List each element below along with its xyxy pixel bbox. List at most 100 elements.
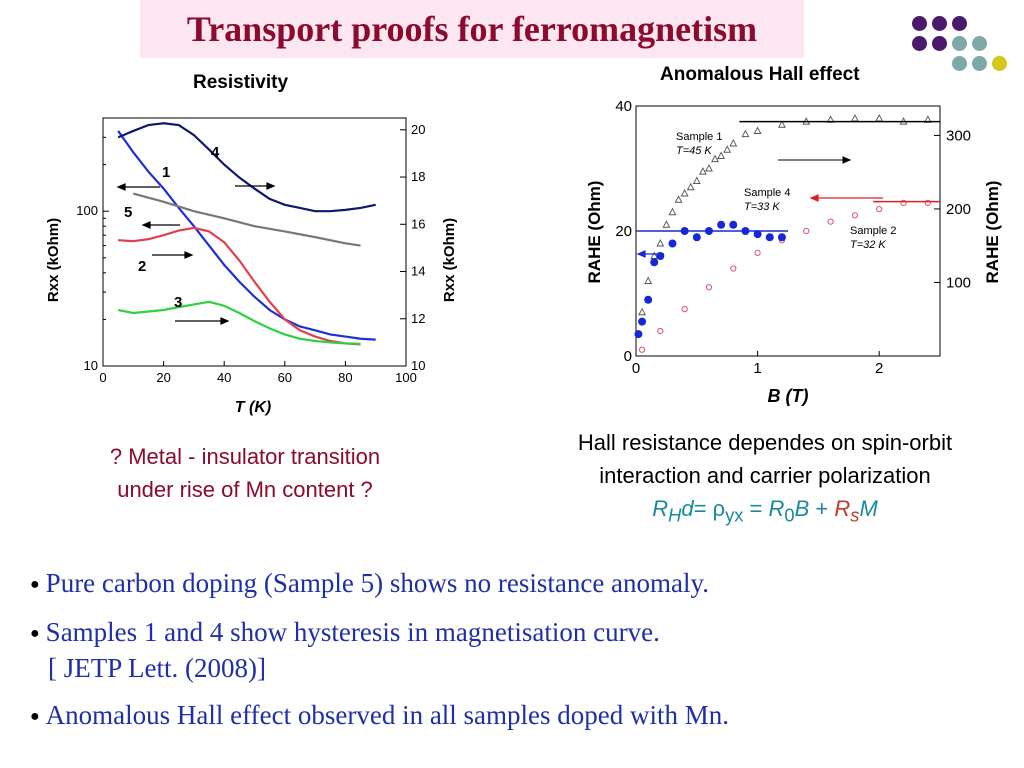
dot [952,36,967,51]
dot [932,16,947,31]
sample4-point [656,252,665,260]
sample1-point [753,126,762,134]
sample1-point [705,164,713,172]
ahe-caption-line1: Hall resistance dependes on spin-orbit [577,430,953,455]
arrowhead [636,250,646,258]
arrowhead [220,317,230,325]
series-line-1 [117,130,376,341]
formula-part: yx [725,504,744,526]
resistivity-label: Resistivity [193,72,289,93]
bullet-item: ● Samples 1 and 4 show hysteresis in magn… [30,615,1020,685]
y-right-tick-label: 10 [411,358,425,373]
sample1-point [638,307,647,316]
sample2-point [705,284,713,291]
sample1-point [686,182,695,191]
y-right-tick-label: 100 [946,274,971,291]
x-tick-label: 60 [278,370,292,385]
title-background [140,0,804,58]
formula-part: M [859,496,878,521]
x-tick-label: 100 [395,370,417,385]
hall-formula: RHd= ρyx = R0B + RsM [505,492,1024,531]
sample1-point [698,167,707,175]
formula-part: ρ [712,496,726,521]
dot [992,56,1007,71]
sample4-point [717,220,726,229]
dot [912,16,927,31]
series-line-5 [133,192,361,247]
x-tick-label: 20 [156,370,170,385]
formula-part: R [834,496,851,521]
decorative-dots [912,16,1022,76]
sample2-point [876,206,883,213]
dot [952,16,967,31]
sample1-point [711,154,719,163]
y-tick-label: 100 [76,203,98,218]
curve-label: 1 [162,164,170,181]
formula-part: s [850,504,860,526]
resistivity-caption: ? Metal - insulator transition under ris… [109,444,381,502]
sample1-point [656,239,665,247]
sample1-point [644,276,653,284]
bullet-list: ● Pure carbon doping (Sample 5) shows no … [30,566,1020,747]
dot [932,36,947,51]
sample2-point [803,227,810,235]
y-axis-right-label: RAHE (Ohm) [983,181,1002,284]
y-axis-left-label: RAHE (Ohm) [585,181,604,284]
y-tick-label: 0 [624,348,632,365]
sample2-point [827,218,834,225]
sample1-point [723,145,732,153]
y-axis-right-label: Rxx (kOhm) [441,218,458,302]
dot [912,36,927,51]
sample1-point [741,129,750,138]
curve-label: 3 [174,294,182,311]
arrowhead [842,156,852,164]
series-label: Sample 4 [744,187,790,199]
y-tick-label: 40 [615,98,632,115]
slide-title: Transport proofs for ferromagnetism [186,9,758,49]
arrowhead [184,251,194,259]
y-axis-left-label: Rxx (kOhm) [45,218,62,302]
y-right-tick-label: 20 [411,122,425,137]
ahe-label: Anomalous Hall effect [660,64,860,85]
sample2-point [754,249,761,256]
series-line-4 [117,122,376,213]
sample2-point [681,306,688,313]
formula-part: 0 [784,504,795,526]
x-tick-label: 40 [217,370,231,385]
sample4-point [777,233,786,242]
sample1-point [668,207,677,216]
y-right-tick-label: 12 [411,311,425,326]
sample4-point [765,233,774,242]
bullet-icon: ● [30,708,40,725]
sample1-point [662,220,671,228]
bullet-item: ● Anomalous Hall effect observed in all s… [30,698,1020,734]
sample1-point [717,151,726,159]
y-right-tick-label: 200 [946,201,971,218]
x-tick-label: 0 [99,370,106,385]
arrowhead [141,221,151,229]
series-sublabel: T=45 K [676,145,712,157]
sample1-point [680,189,689,197]
ahe-chart: 0 1 2 0 20 40 100 200 300 Sample 1 T=45 K Samp… [585,98,1002,406]
series-line-3 [117,300,361,345]
arrowhead [266,182,276,190]
sample1-point [692,176,701,184]
sample2-point [730,265,737,272]
bullet-icon: ● [30,576,40,593]
sample4-point [634,330,643,339]
sample1-point [674,195,683,203]
bullet-text: Pure carbon doping (Sample 5) shows no r… [45,568,710,598]
sample4-point [644,295,653,304]
x-axis-label: T (K) [235,399,271,416]
sample2-point [900,199,907,206]
arrowhead [116,183,126,191]
x-tick-label: 0 [632,360,640,377]
sample4-point [753,230,762,239]
formula-part: H [668,504,682,526]
y-tick-label: 10 [84,358,98,373]
formula-part: = [693,496,707,521]
sample1-point [777,120,786,128]
sample4-point [650,258,659,267]
formula-part: = [749,496,763,521]
series-sublabel: T=32 K [850,239,886,251]
